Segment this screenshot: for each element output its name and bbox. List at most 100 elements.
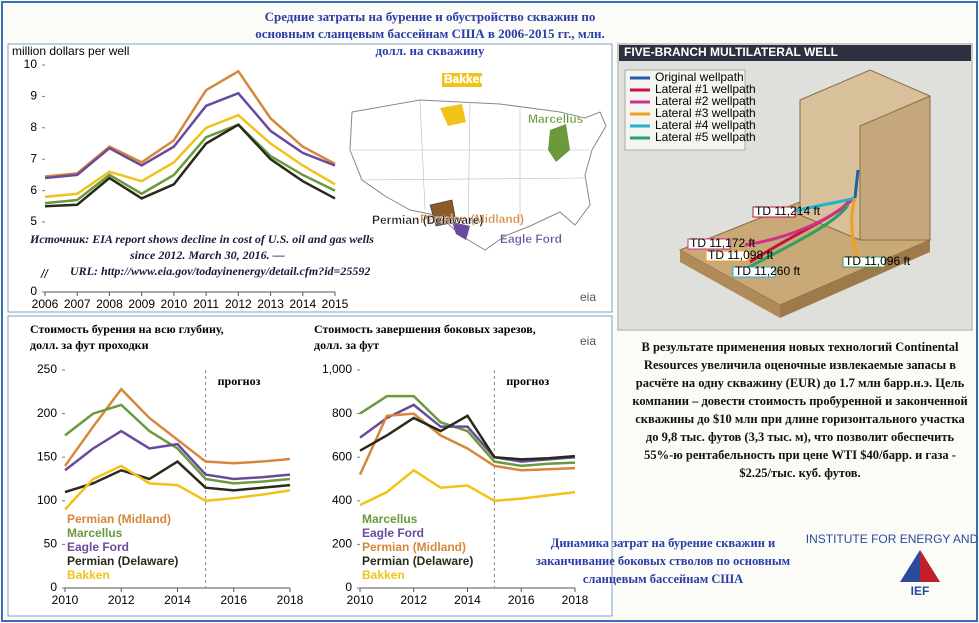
y-tick-label: 800 [332, 406, 352, 420]
td-label: TD 11,096 ft [845, 254, 911, 268]
series-line [64, 464, 291, 511]
forecast-label: прогноз [218, 374, 261, 388]
x-tick-label: 2007 [64, 297, 91, 311]
x-tick-label: 2010 [161, 297, 188, 311]
legend-entry: Lateral #5 wellpath [655, 130, 756, 144]
x-tick-label: 2018 [277, 593, 304, 607]
map-label: Permian (Midland) [420, 212, 524, 226]
x-tick-label: 2012 [108, 593, 135, 607]
legend-entry: Bakken [67, 568, 110, 582]
caption: Динамика затрат на бурение скважин и зак… [535, 536, 791, 586]
series-line [64, 403, 291, 485]
y-tick-label: 7 [30, 151, 37, 165]
series-line [358, 412, 576, 476]
chart-title: долл. за фут [314, 338, 379, 352]
legend-entry: Permian (Delaware) [362, 554, 473, 568]
legend-entry: Permian (Delaware) [67, 554, 178, 568]
td-label-bg [732, 266, 776, 278]
x-tick-label: 2008 [96, 297, 123, 311]
y-tick-label: 50 [44, 537, 58, 551]
legend-entry: Original wellpath [655, 70, 744, 84]
x-tick-label: 2014 [164, 593, 191, 607]
td-label-bg [705, 250, 749, 262]
map-label: Bakken [444, 72, 487, 86]
legend-entry: Bakken [362, 568, 405, 582]
legend-entry: Lateral #3 wellpath [655, 106, 756, 120]
legend-entry: Lateral #2 wellpath [655, 94, 756, 108]
series-line [64, 459, 291, 494]
forecast-label: прогноз [506, 374, 549, 388]
series-line [44, 113, 336, 199]
map-label: Permian (Delaware) [372, 213, 483, 227]
diagram-title: FIVE-BRANCH MULTILATERAL WELL [624, 45, 838, 59]
y-tick-label: 0 [345, 580, 352, 594]
x-tick-label: 2010 [347, 593, 374, 607]
source-note: since 2012. March 30, 2016. — [129, 248, 285, 262]
series-line [63, 387, 291, 467]
y-tick-label: 150 [37, 449, 57, 463]
y-tick-label: 0 [50, 580, 57, 594]
series-line [44, 123, 336, 205]
y-tick-label: 0 [30, 284, 37, 298]
chart-title: Стоимость завершения боковых зарезов, [314, 322, 536, 336]
y-tick-label: 200 [332, 537, 352, 551]
x-tick-label: 2013 [257, 297, 284, 311]
ief-logo-mark [920, 550, 940, 582]
y-tick-label: 400 [332, 493, 352, 507]
source-note: Источник: EIA report shows decline in co… [29, 232, 374, 246]
source-note: URL: http://www.eia.gov/todayinenergy/de… [70, 264, 370, 278]
x-tick-label: 2014 [454, 593, 481, 607]
x-tick-label: 2018 [562, 593, 589, 607]
series-line [359, 394, 576, 468]
td-label: TD 11,260 ft [735, 264, 801, 278]
series-line [44, 123, 336, 208]
x-tick-label: 2011 [193, 297, 219, 311]
ief-logo-text: IEF [911, 584, 930, 598]
y-tick-label: 1,000 [322, 362, 352, 376]
chart-title: долл. за фут проходки [30, 338, 149, 352]
y-tick-label: 10 [24, 57, 38, 71]
legend-entry: Eagle Ford [67, 540, 129, 554]
ief-logo-full: INSTITUTE FOR ENERGY AND FINANCE [806, 532, 979, 546]
y-tick-label: 6 [30, 183, 37, 197]
main-title: Средние затраты на бурение и обустройств… [255, 9, 605, 58]
series-line [359, 414, 576, 461]
series-line [359, 403, 576, 463]
y-tick-label: 100 [37, 493, 57, 507]
td-label: TD 11,214 ft [755, 204, 821, 218]
td-label-bg [842, 256, 886, 268]
chart-title: Стоимость бурения на всю глубину, [30, 322, 224, 336]
x-tick-label: 2006 [32, 297, 59, 311]
y-axis-label: million dollars per well [12, 44, 129, 58]
map-label: Eagle Ford [500, 232, 562, 246]
y-tick-label: 250 [37, 362, 57, 376]
map-label-bg [442, 73, 482, 87]
td-label-bg [687, 238, 731, 250]
y-tick-label: 9 [30, 89, 37, 103]
legend-entry: Lateral #1 wellpath [655, 82, 756, 96]
x-tick-label: 2015 [322, 297, 349, 311]
y-tick-label: 600 [332, 449, 352, 463]
td-label-bg [752, 206, 796, 218]
td-label: TD 11,098 ft [708, 248, 774, 262]
description: В результате применения новых технологий… [632, 340, 968, 480]
y-tick-label: 8 [30, 120, 37, 134]
legend-entry: Eagle Ford [362, 526, 424, 540]
x-tick-label: 2012 [400, 593, 427, 607]
x-tick-label: 2010 [52, 593, 79, 607]
y-tick-label: 5 [30, 214, 37, 228]
x-tick-label: 2009 [128, 297, 155, 311]
x-tick-label: 2016 [220, 593, 247, 607]
us-map [349, 99, 607, 251]
series-line [359, 468, 576, 507]
legend-entry: Marcellus [362, 512, 418, 526]
x-tick-label: 2012 [225, 297, 252, 311]
map-label: Marcellus [528, 112, 584, 126]
x-tick-label: 2014 [289, 297, 316, 311]
td-label: TD 11,172 ft [690, 236, 756, 250]
bottom-panel [7, 315, 613, 617]
series-line [64, 429, 291, 481]
legend-entry: Marcellus [67, 526, 123, 540]
